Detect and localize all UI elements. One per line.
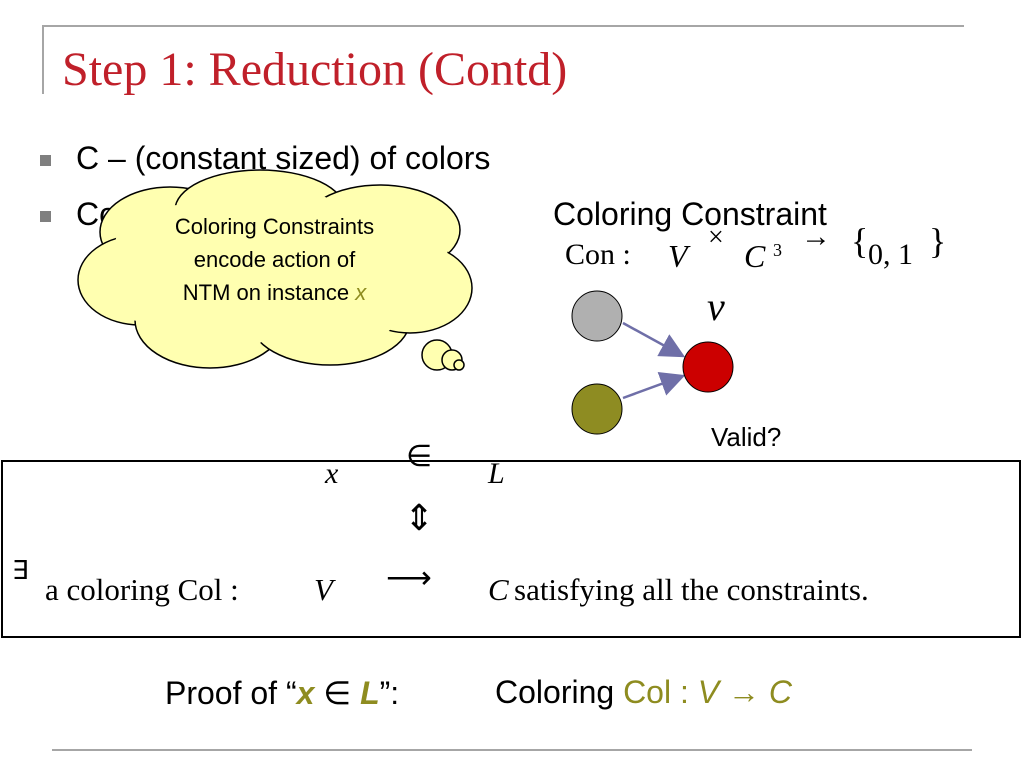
v-label: v: [707, 284, 725, 329]
proof-suffix: ”:: [379, 675, 400, 711]
proof-V: V: [697, 674, 720, 710]
con-label: Con :: [565, 238, 631, 271]
eq-V: V: [314, 572, 333, 607]
cloud-line-1: Coloring Constraints: [174, 214, 375, 239]
proof-in: ∈: [314, 675, 361, 711]
con-exp: 3: [773, 240, 782, 260]
con-arrow: →: [801, 220, 831, 253]
proof-statement: Proof of “x ∈ L”:: [165, 674, 399, 712]
eq-coloring-prefix: a coloring Col :: [45, 572, 239, 607]
eq-x: x: [325, 457, 339, 490]
node-bottom: [571, 383, 623, 435]
eq-suffix: satisfying all the constraints.: [514, 572, 869, 607]
cloud-text: Coloring Constraints encode action of NT…: [132, 210, 417, 309]
con-lbrace: {: [851, 221, 869, 261]
coloring-constraint-heading: Coloring Constraint: [553, 196, 827, 232]
con-V: V: [668, 238, 688, 274]
proof-col: Col :: [623, 674, 698, 710]
node-top: [571, 290, 623, 342]
con-times: ×: [708, 222, 724, 253]
bullet-square-icon: [40, 211, 51, 222]
proof-coloring-label: Coloring: [495, 674, 624, 710]
bullet-1-text: C – (constant sized) of colors: [76, 140, 491, 176]
con-C: C: [744, 238, 766, 274]
constraint-graph: [571, 290, 734, 435]
equivalence-box: [1, 460, 1021, 638]
proof-prefix: Proof of “: [165, 675, 297, 711]
eq-L: L: [488, 457, 505, 490]
edge-bottom: [622, 372, 686, 400]
proof-coloring: Coloring Col : V → C: [495, 674, 792, 711]
cloud-line-3: NTM on instance x: [132, 276, 417, 309]
bullet-square-icon: [40, 155, 51, 166]
proof-x: x: [296, 675, 315, 711]
proof-arrow: →: [719, 674, 769, 710]
thought-cloud: [77, 169, 473, 371]
eq-exists: ∃: [12, 556, 29, 585]
cloud-line-2: encode action of: [193, 247, 356, 272]
cloud-line-3-prefix: NTM on instance: [182, 280, 356, 305]
slide-title: Step 1: Reduction (Contd): [62, 43, 568, 96]
proof-C: C: [768, 674, 792, 710]
valid-label: Valid?: [711, 422, 782, 452]
edge-top: [622, 321, 686, 358]
con-rbrace: }: [929, 221, 947, 261]
node-v: [682, 341, 734, 393]
eq-C: C: [488, 572, 509, 607]
con-set: 0, 1: [868, 238, 913, 271]
eq-iff: ⇕: [404, 498, 435, 538]
proof-L: L: [360, 675, 380, 711]
cloud-var-x: x: [355, 280, 367, 305]
eq-arrow: ⟶: [386, 559, 432, 595]
eq-in: ∈: [406, 440, 433, 473]
